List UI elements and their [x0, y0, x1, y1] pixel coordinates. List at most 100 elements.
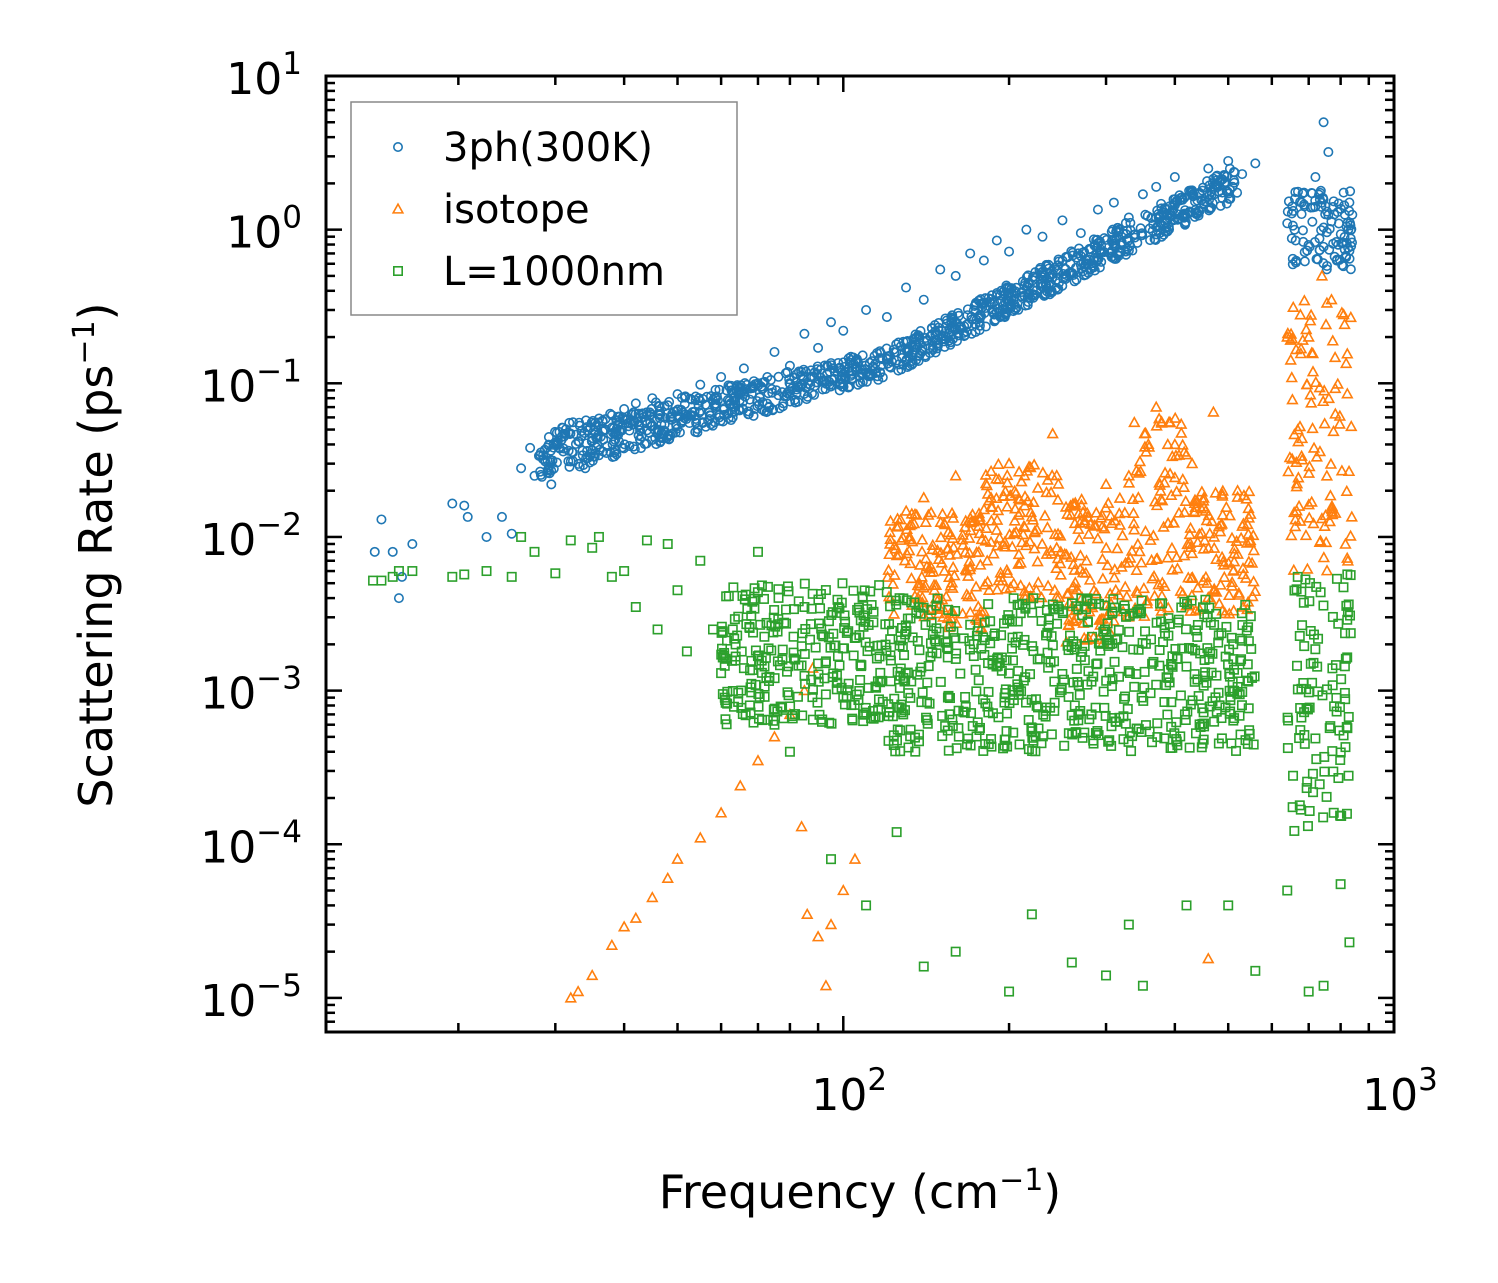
circle-point — [598, 434, 609, 445]
square-point — [1052, 618, 1063, 629]
square-point — [1232, 681, 1243, 692]
square-point — [1243, 703, 1254, 714]
triangle-point — [1031, 481, 1045, 493]
square-point — [983, 707, 994, 718]
triangle-point — [1210, 585, 1223, 597]
circle-point — [659, 419, 670, 430]
triangle-point — [890, 549, 904, 561]
triangle-point — [1289, 343, 1303, 355]
circle-point — [1307, 202, 1318, 213]
square-point — [1190, 645, 1201, 656]
square-point — [1155, 616, 1166, 627]
circle-point — [1288, 205, 1299, 216]
square-point — [722, 686, 733, 697]
triangle-point — [1021, 494, 1034, 506]
circle-point — [1237, 169, 1248, 180]
triangle-point — [888, 539, 901, 551]
square-point — [1314, 779, 1325, 790]
circle-point — [845, 370, 856, 381]
square-point — [1136, 726, 1147, 737]
plot-frame — [324, 74, 1396, 1034]
circle-point — [1223, 155, 1234, 166]
triangle-point — [1318, 384, 1331, 396]
triangle-point — [1195, 485, 1209, 497]
circle-point — [1328, 196, 1339, 207]
square-point — [851, 632, 862, 643]
square-point — [1101, 635, 1112, 646]
circle-point — [641, 410, 652, 421]
circle-point — [1179, 192, 1190, 203]
circle-point — [901, 282, 912, 293]
square-point — [1032, 702, 1043, 713]
triangle-point — [1050, 541, 1063, 553]
triangle-point — [1339, 537, 1352, 549]
square-point — [1225, 695, 1236, 706]
circle-point — [969, 300, 980, 311]
square-point — [1118, 711, 1129, 722]
square-point — [1137, 638, 1148, 649]
square-point — [716, 649, 727, 660]
square-point — [1177, 643, 1188, 654]
triangle-point — [1184, 540, 1197, 552]
square-point — [790, 709, 801, 720]
circle-point — [691, 417, 702, 428]
triangle-point — [1031, 555, 1044, 567]
circle-point — [965, 248, 976, 259]
square-point — [1216, 713, 1227, 724]
square-point — [1120, 691, 1131, 702]
circle-point — [614, 436, 625, 447]
square-point — [1198, 680, 1209, 691]
square-point — [870, 681, 881, 692]
square-point — [942, 652, 953, 663]
x-tick-label: 102 — [811, 1062, 887, 1121]
circle-point — [545, 445, 556, 456]
circle-point — [812, 364, 823, 375]
triangle-point — [1004, 581, 1017, 593]
triangle-point — [1048, 583, 1061, 595]
circle-point — [913, 355, 924, 366]
square-point — [828, 628, 839, 639]
axis-ticks — [326, 74, 1396, 1034]
triangle-point — [1072, 507, 1085, 519]
square-point — [1162, 709, 1173, 720]
triangle-point — [1209, 486, 1222, 498]
square-point — [917, 687, 928, 698]
triangle-point — [1313, 445, 1327, 457]
square-point — [960, 691, 971, 702]
triangle-point — [1095, 509, 1109, 521]
triangle-point — [944, 528, 958, 540]
circle-point — [550, 437, 561, 448]
circle-point — [1202, 176, 1213, 187]
circle-point — [799, 328, 810, 339]
circle-point — [893, 365, 904, 376]
square-point — [898, 593, 909, 604]
circle-point — [727, 412, 738, 423]
square-point — [1213, 637, 1224, 648]
triangle-point — [1340, 484, 1353, 496]
circle-point — [694, 407, 705, 418]
triangle-point — [811, 930, 825, 942]
circle-point — [1108, 197, 1119, 208]
triangle-point — [1069, 576, 1082, 588]
square-point — [994, 657, 1005, 668]
circle-point — [927, 342, 938, 353]
triangle-point — [1182, 571, 1195, 583]
square-point — [873, 712, 884, 723]
triangle-point — [917, 491, 930, 503]
circle-point — [538, 450, 549, 461]
triangle-point — [984, 464, 998, 477]
square-point — [550, 568, 561, 579]
circle-point — [624, 441, 635, 452]
triangle-point — [1111, 542, 1124, 554]
triangle-point — [1239, 571, 1253, 583]
triangle-point — [887, 607, 901, 619]
triangle-point — [1179, 494, 1192, 506]
triangle-point — [1058, 547, 1071, 559]
square-point — [729, 633, 740, 644]
triangle-point — [1050, 469, 1063, 481]
triangle-point — [1075, 493, 1088, 505]
circle-point — [1041, 259, 1052, 270]
triangle-point — [1012, 547, 1026, 560]
triangle-point — [1313, 381, 1326, 393]
square-point — [1173, 614, 1184, 625]
